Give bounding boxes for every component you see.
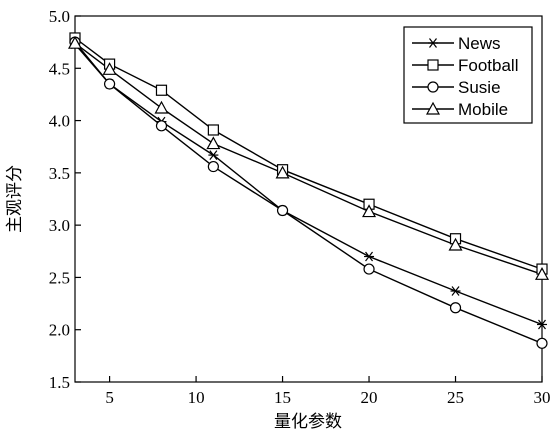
data-point-susie <box>449 302 462 314</box>
data-point-susie <box>155 120 168 132</box>
legend-marker-football <box>427 59 439 71</box>
data-point-susie <box>103 78 116 90</box>
series-line-susie <box>74 41 543 344</box>
series-line-mobile <box>74 42 543 275</box>
series-line-football <box>74 37 543 270</box>
data-point-susie <box>363 263 375 275</box>
x-tick-label: 10 <box>188 388 205 407</box>
data-point-news <box>450 286 461 296</box>
data-point-news <box>208 150 219 160</box>
y-tick-label: 5.0 <box>49 7 70 26</box>
data-point-football <box>155 84 168 96</box>
x-tick-label: 15 <box>274 388 291 407</box>
data-point-mobile <box>67 35 83 49</box>
data-point-mobile <box>102 62 117 75</box>
legend-marker-mobile <box>425 101 441 115</box>
data-point-news <box>364 251 375 262</box>
x-axis-label: 量化参数 <box>274 412 342 432</box>
data-point-mobile <box>275 165 290 179</box>
legend-label-football: Football <box>458 56 518 75</box>
data-point-mobile <box>362 204 377 218</box>
legend-marker-news <box>428 38 438 48</box>
data-point-susie <box>207 160 219 173</box>
legend-label-susie: Susie <box>458 78 501 97</box>
legend-label-news: News <box>458 34 501 53</box>
data-point-mobile <box>206 136 221 150</box>
y-axis-label: 主观评分 <box>5 165 25 233</box>
plot-frame <box>74 15 543 383</box>
legend-marker-susie <box>427 81 439 93</box>
y-tick-label: 2.5 <box>49 268 70 287</box>
data-point-football <box>207 124 219 136</box>
legend-item-susie: Susie <box>412 78 501 97</box>
y-tick-label: 1.5 <box>49 373 70 392</box>
legend-item-mobile: Mobile <box>412 100 508 119</box>
data-point-mobile <box>154 100 169 114</box>
data-point-mobile <box>534 267 550 280</box>
legend-label-mobile: Mobile <box>458 100 508 119</box>
data-point-news <box>537 319 547 330</box>
data-point-mobile <box>448 237 463 251</box>
x-tick-label: 30 <box>534 388 551 407</box>
y-tick-label: 3.0 <box>49 216 70 235</box>
x-tick-label: 20 <box>361 388 378 407</box>
axis-ticks: 5 10 15 20 25 30 1.5 2.0 2.5 3.0 3.5 4.0 4.5 5.0 <box>49 7 551 407</box>
y-tick-label: 4.5 <box>49 59 70 78</box>
y-tick-label: 2.0 <box>49 321 70 340</box>
series-markers <box>67 32 550 349</box>
series-lines <box>74 37 543 344</box>
data-point-susie <box>536 337 548 349</box>
x-tick-label: 5 <box>105 388 114 407</box>
y-tick-label: 4.0 <box>49 112 70 131</box>
legend-item-football: Football <box>412 56 518 75</box>
legend-item-news: News <box>412 34 501 53</box>
y-tick-label: 3.5 <box>49 164 70 183</box>
data-point-susie <box>276 204 289 217</box>
legend: News Football Susie Mobile <box>403 26 533 124</box>
x-tick-label: 25 <box>447 388 464 407</box>
